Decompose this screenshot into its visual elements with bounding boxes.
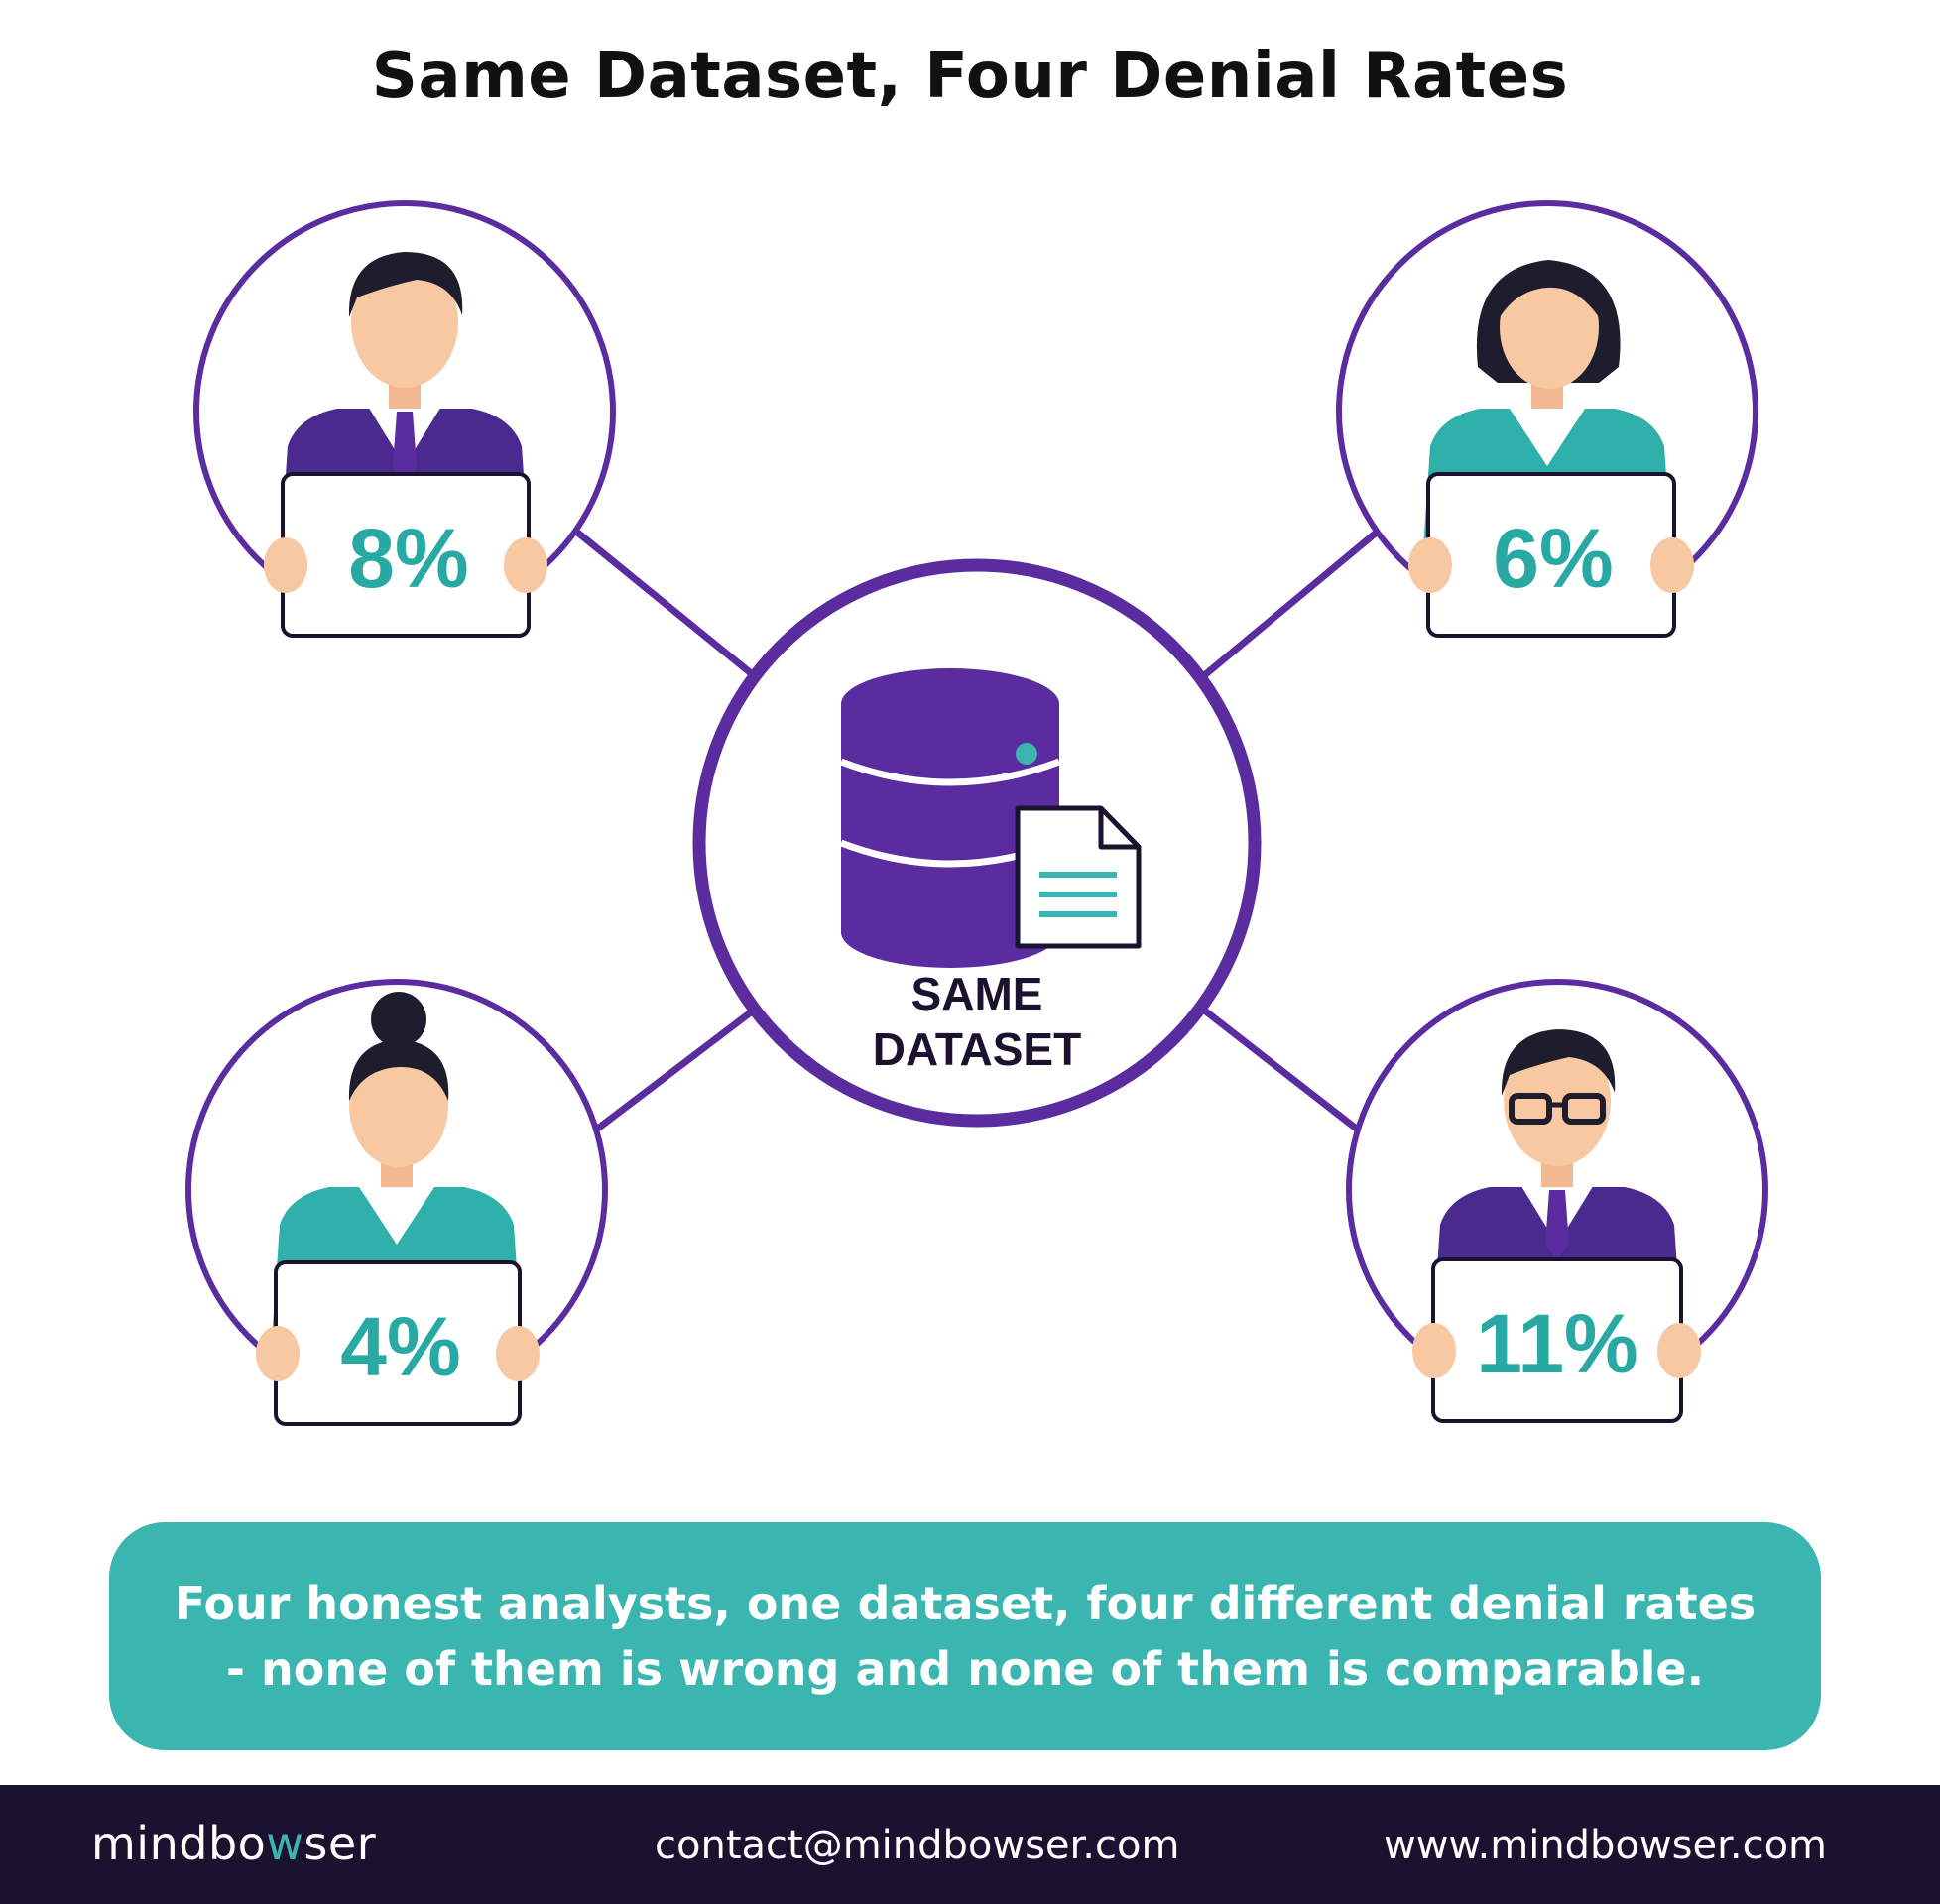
center-label-line2: DATASET — [873, 1023, 1081, 1075]
rate-bottom-left: 4% — [340, 1300, 460, 1393]
callout-line1: Four honest analysts, one dataset, four … — [174, 1577, 1757, 1630]
website-link[interactable]: www.mindbowser.com — [1384, 1823, 1827, 1868]
document-icon — [1015, 805, 1142, 949]
analyst-top-left: 8% — [193, 200, 616, 638]
rate-top-left: 8% — [348, 512, 468, 605]
rate-bottom-right: 11% — [1476, 1297, 1638, 1390]
center-node: SAME DATASET — [692, 558, 1262, 1128]
brand-logo[interactable]: mindbowser — [91, 1817, 376, 1870]
analyst-bottom-left: 4% — [185, 979, 608, 1426]
connector-lines — [572, 528, 1382, 1133]
summary-callout: Four honest analysts, one dataset, four … — [109, 1522, 1821, 1750]
connector-bottom-left — [592, 1006, 759, 1133]
connector-top-right — [1199, 528, 1382, 680]
dataset-diagram: SAME DATASET 8% — [185, 200, 1768, 1426]
connector-bottom-right — [1199, 1006, 1362, 1133]
center-label-line1: SAME — [911, 968, 1043, 1019]
callout-line2: - none of them is wrong and none of them… — [225, 1642, 1705, 1696]
brand-text-part1: mindbo — [91, 1817, 267, 1870]
connector-top-left — [572, 528, 759, 680]
brand-text-accent: w — [266, 1817, 304, 1870]
analyst-bottom-right: 11% — [1346, 979, 1768, 1423]
footer: mindbowser contact@mindbowser.com www.mi… — [0, 1785, 1940, 1904]
rate-top-right: 6% — [1493, 512, 1613, 605]
page-title: Same Dataset, Four Denial Rates — [371, 40, 1569, 113]
contact-email-link[interactable]: contact@mindbowser.com — [655, 1823, 1180, 1868]
analyst-top-right: 6% — [1336, 200, 1758, 638]
brand-text-part2: ser — [303, 1817, 377, 1870]
